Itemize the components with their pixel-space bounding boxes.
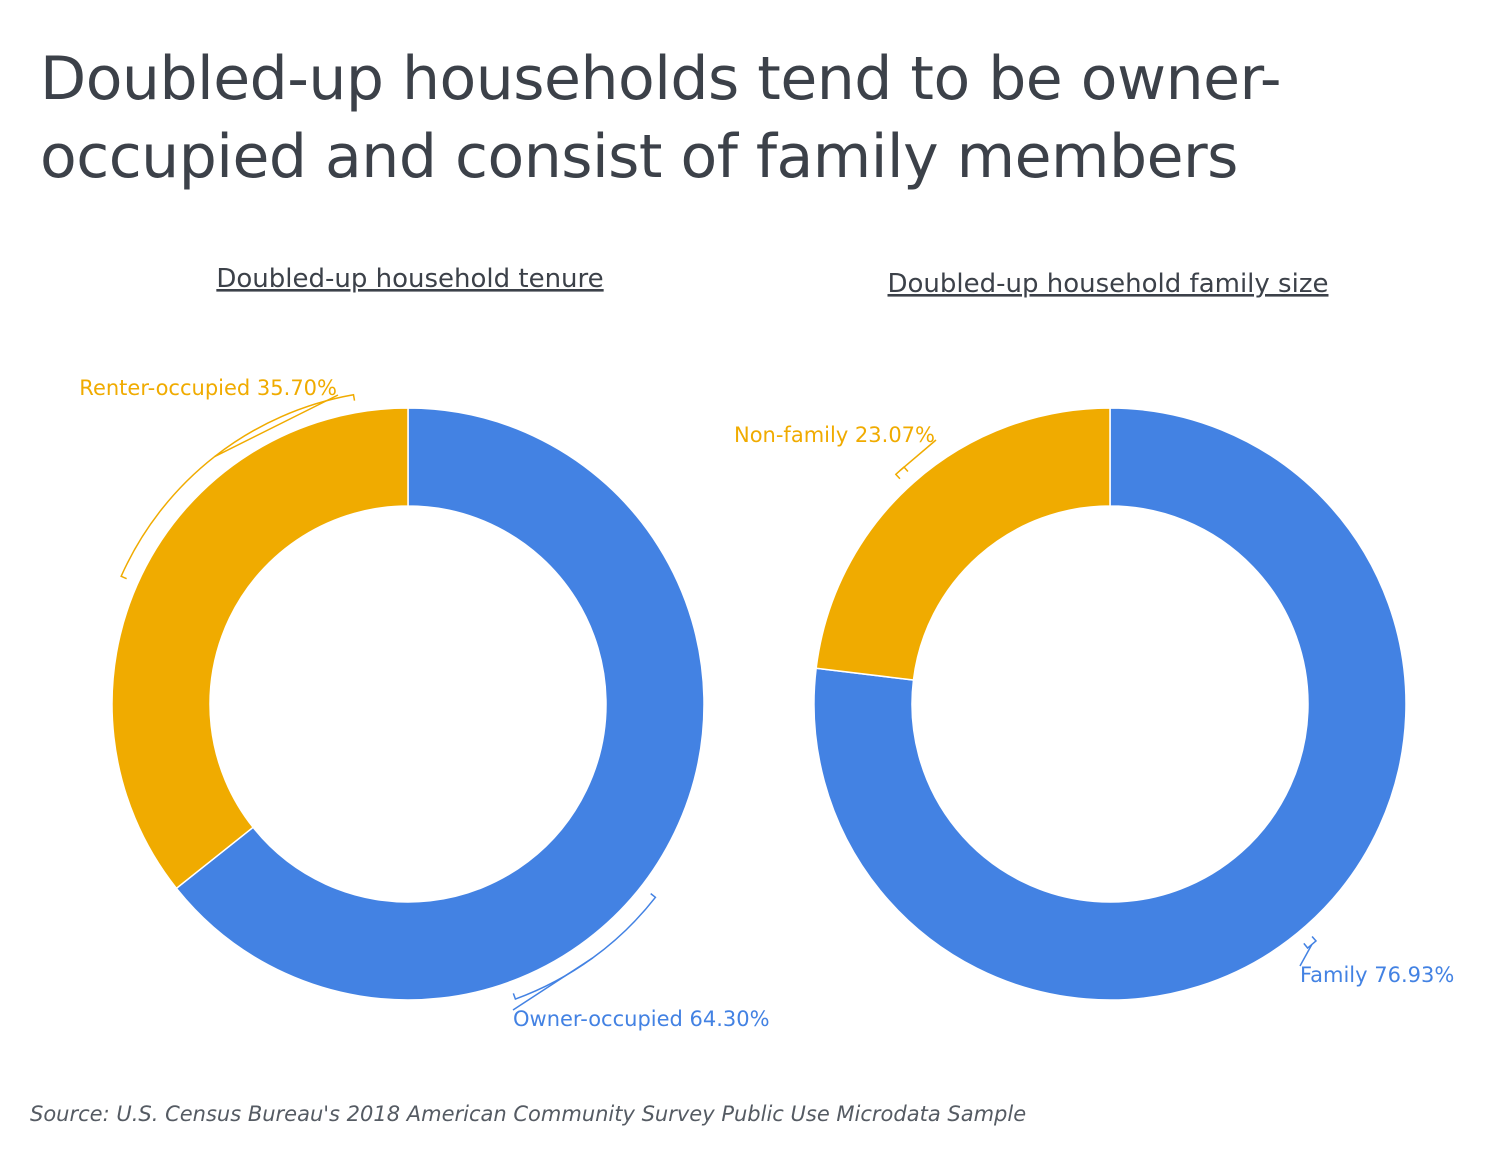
slice-renter-occupied: [111, 407, 409, 890]
label-bracket: [1303, 935, 1318, 950]
data-label-non-family: Non-family 23.07%: [734, 423, 935, 447]
source-note: Source: U.S. Census Bureau's 2018 Americ…: [30, 1102, 1027, 1126]
donut-family-size: Family 76.93% Non-family 23.07%: [734, 407, 1454, 1001]
slice-family: [813, 407, 1407, 1001]
label-leader-line: [214, 394, 339, 458]
page-title: Doubled-up households tend to be owner-o…: [40, 44, 1282, 192]
data-label-family: Family 76.93%: [1300, 963, 1454, 987]
label-leader-line: [1299, 944, 1313, 967]
data-label-renter-occupied: Renter-occupied 35.70%: [79, 376, 337, 400]
label-leader-line: [899, 439, 937, 472]
slice-non-family: [815, 407, 1111, 681]
label-leader-line: [512, 957, 593, 1011]
chart-title-tenure: Doubled-up household tenure: [216, 264, 603, 294]
donut-tenure: Owner-occupied 64.30% Renter-occupied 35.…: [79, 376, 769, 1031]
chart-title-family-size: Doubled-up household family size: [888, 269, 1329, 299]
slice-owner-occupied: [175, 407, 705, 1001]
data-label-owner-occupied: Owner-occupied 64.30%: [513, 1007, 770, 1031]
